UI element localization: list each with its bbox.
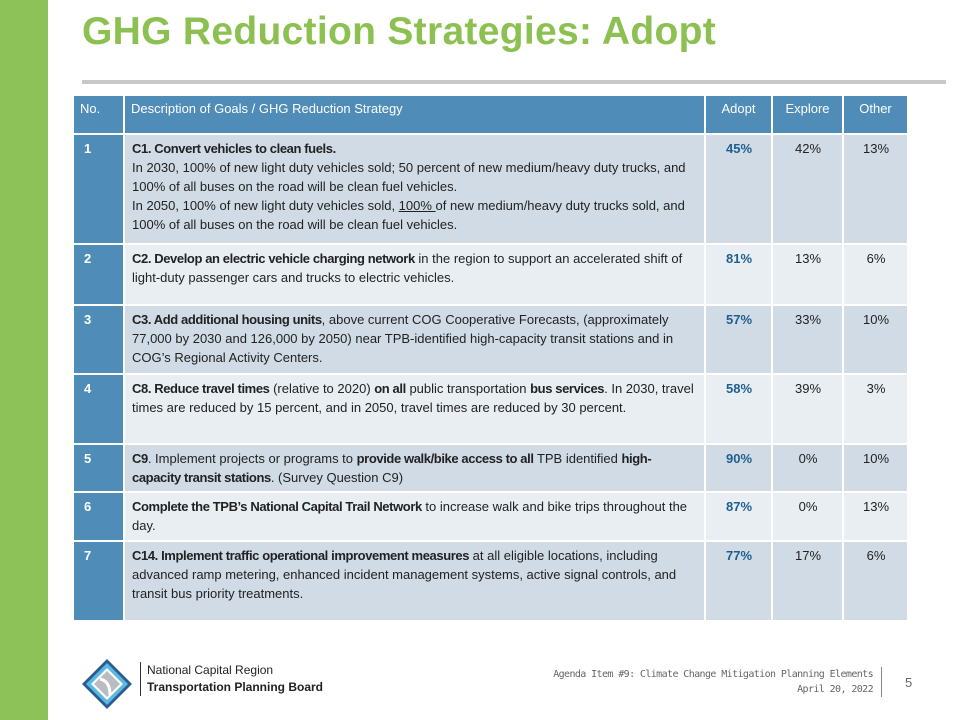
description-bold-text: C14. Implement traffic operational impro…: [132, 548, 470, 563]
row-description: C9. Implement projects or programs to pr…: [124, 444, 706, 493]
header-no: No.: [74, 96, 125, 135]
explore-percent: 42%: [772, 134, 844, 245]
description-text: 100%: [398, 198, 436, 213]
row-number: 5: [74, 444, 125, 493]
other-percent: 13%: [843, 134, 909, 245]
description-bold-text: C3. Add additional housing units: [132, 312, 322, 327]
description-text: . (Survey Question C9): [270, 470, 404, 485]
agenda-item: Agenda Item #9: Climate Change Mitigatio…: [553, 669, 873, 680]
description-text: . In 2030, travel times are reduced by 1…: [132, 381, 694, 415]
table-row: 7 C14. Implement traffic operational impr…: [74, 541, 909, 622]
row-description: C8. Reduce travel times (relative to 202…: [124, 374, 706, 445]
row-number: 4: [74, 374, 125, 445]
org-line-1: National Capital Region: [147, 663, 274, 677]
row-description: C14. Implement traffic operational impro…: [124, 541, 706, 622]
row-description: C3. Add additional housing units, above …: [124, 305, 706, 375]
header-adopt: Adopt: [705, 96, 773, 135]
description-bold-text: provide walk/bike access to all: [356, 451, 534, 466]
table-header-row: No. Description of Goals / GHG Reduction…: [74, 96, 909, 135]
description-text: (relative to 2020): [269, 381, 375, 396]
tpb-logo-icon: [82, 659, 132, 709]
description-bold-text: C9: [132, 451, 148, 466]
page-number: 5: [905, 675, 913, 690]
slide-title: GHG Reduction Strategies: Adopt: [82, 10, 717, 53]
description-bold-text: Complete the TPB’s National Capital Trai…: [132, 499, 422, 514]
organization-name: National Capital Region Transportation P…: [140, 662, 323, 696]
row-number: 6: [74, 492, 125, 542]
adopt-percent: 87%: [705, 492, 773, 542]
adopt-percent: 57%: [705, 305, 773, 375]
description-text: , above current COG Cooperative Forecast…: [132, 312, 674, 365]
other-percent: 3%: [843, 374, 909, 445]
title-divider: [82, 80, 946, 84]
description-bold-text: bus services: [530, 381, 605, 396]
table-row: 2 C2. Develop an electric vehicle chargin…: [74, 244, 909, 306]
table-row: 4 C8. Reduce travel times (relative to 20…: [74, 374, 909, 445]
table-row: 5 C9. Implement projects or programs to p…: [74, 444, 909, 493]
adopt-percent: 77%: [705, 541, 773, 622]
description-text: public transportation: [405, 381, 531, 396]
description-bold-text: C8. Reduce travel times: [132, 381, 270, 396]
header-other: Other: [843, 96, 909, 135]
description-text: at all eligible locations, including adv…: [132, 548, 677, 601]
explore-percent: 0%: [772, 492, 844, 542]
header-description: Description of Goals / GHG Reduction Str…: [124, 96, 706, 135]
row-number: 2: [74, 244, 125, 306]
row-number: 1: [74, 134, 125, 245]
row-description: C1. Convert vehicles to clean fuels. In 2…: [124, 134, 706, 245]
other-percent: 10%: [843, 444, 909, 493]
adopt-percent: 45%: [705, 134, 773, 245]
description-text: In 2030, 100% of new light duty vehicles…: [132, 160, 686, 194]
org-line-2: Transportation Planning Board: [147, 680, 324, 694]
description-text: In 2050, 100% of new light duty vehicles…: [132, 198, 399, 213]
row-description: C2. Develop an electric vehicle charging…: [124, 244, 706, 306]
description-bold-text: C1. Convert vehicles to clean fuels.: [132, 141, 336, 156]
adopt-percent: 58%: [705, 374, 773, 445]
header-explore: Explore: [772, 96, 844, 135]
strategies-table: No. Description of Goals / GHG Reduction…: [74, 96, 909, 622]
explore-percent: 33%: [772, 305, 844, 375]
explore-percent: 17%: [772, 541, 844, 622]
adopt-percent: 90%: [705, 444, 773, 493]
green-sidebar-bar: [0, 0, 48, 720]
description-text: . Implement projects or programs to: [147, 451, 357, 466]
adopt-percent: 81%: [705, 244, 773, 306]
other-percent: 6%: [843, 244, 909, 306]
description-text: of new medium/heavy duty trucks sold, an…: [132, 198, 685, 232]
description-bold-text: on all: [374, 381, 406, 396]
table-row: 1 C1. Convert vehicles to clean fuels. In …: [74, 134, 909, 245]
row-number: 7: [74, 541, 125, 622]
meeting-date: April 20, 2022: [797, 684, 873, 695]
description-bold-text: C2. Develop an electric vehicle charging…: [132, 251, 415, 266]
description-text: to increase walk and bike trips througho…: [132, 499, 688, 533]
other-percent: 6%: [843, 541, 909, 622]
other-percent: 10%: [843, 305, 909, 375]
agenda-info: Agenda Item #9: Climate Change Mitigatio…: [553, 667, 882, 697]
explore-percent: 13%: [772, 244, 844, 306]
description-text: TPB identified: [533, 451, 622, 466]
explore-percent: 39%: [772, 374, 844, 445]
description-bold-text: high-capacity transit stations: [132, 451, 652, 485]
row-number: 3: [74, 305, 125, 375]
table-row: 3 C3. Add additional housing units, above…: [74, 305, 909, 375]
description-text: in the region to support an accelerated …: [132, 251, 683, 285]
table-row: 6 Complete the TPB’s National Capital Tra…: [74, 492, 909, 542]
explore-percent: 0%: [772, 444, 844, 493]
row-description: Complete the TPB’s National Capital Trai…: [124, 492, 706, 542]
other-percent: 13%: [843, 492, 909, 542]
